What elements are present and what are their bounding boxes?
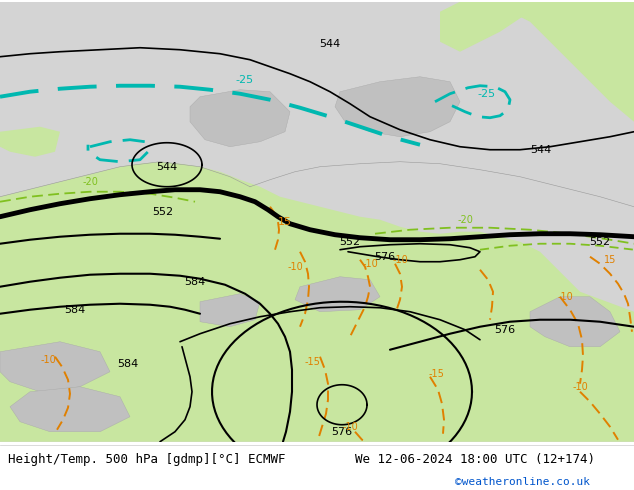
Text: 544: 544 [320,39,340,49]
Text: 15: 15 [278,217,292,227]
Text: 584: 584 [65,305,86,315]
Text: We 12-06-2024 18:00 UTC (12+174): We 12-06-2024 18:00 UTC (12+174) [355,453,595,466]
Text: -15: -15 [428,368,444,379]
Polygon shape [335,77,460,137]
Text: 552: 552 [339,237,361,247]
Text: -25: -25 [478,89,496,98]
Text: 15: 15 [604,255,616,265]
Text: 544: 544 [157,162,178,172]
Text: 552: 552 [590,237,611,247]
Text: 576: 576 [375,252,396,262]
Text: -10: -10 [342,422,358,432]
Text: -20: -20 [457,215,473,225]
Polygon shape [200,294,260,327]
Text: ©weatheronline.co.uk: ©weatheronline.co.uk [455,477,590,487]
Polygon shape [0,342,110,392]
Text: -10: -10 [572,382,588,392]
Text: 584: 584 [184,277,205,287]
Polygon shape [0,127,60,157]
Text: -10: -10 [287,262,303,272]
Text: -10: -10 [392,255,408,265]
Polygon shape [0,162,634,441]
Text: -10: -10 [40,355,56,365]
Polygon shape [500,2,634,122]
Polygon shape [10,387,130,432]
Text: 552: 552 [152,207,174,217]
Polygon shape [530,297,620,347]
Text: -15: -15 [304,357,320,367]
Text: -10: -10 [557,292,573,302]
Text: -25: -25 [236,75,254,85]
Polygon shape [295,277,380,312]
Text: 584: 584 [117,359,139,368]
Text: 576: 576 [495,325,515,335]
Text: -20: -20 [82,177,98,187]
Text: 544: 544 [530,145,551,155]
Text: 576: 576 [332,427,353,437]
Text: -10: -10 [362,259,378,269]
Text: Height/Temp. 500 hPa [gdmp][°C] ECMWF: Height/Temp. 500 hPa [gdmp][°C] ECMWF [8,453,285,466]
Polygon shape [190,90,290,147]
Polygon shape [440,2,534,52]
